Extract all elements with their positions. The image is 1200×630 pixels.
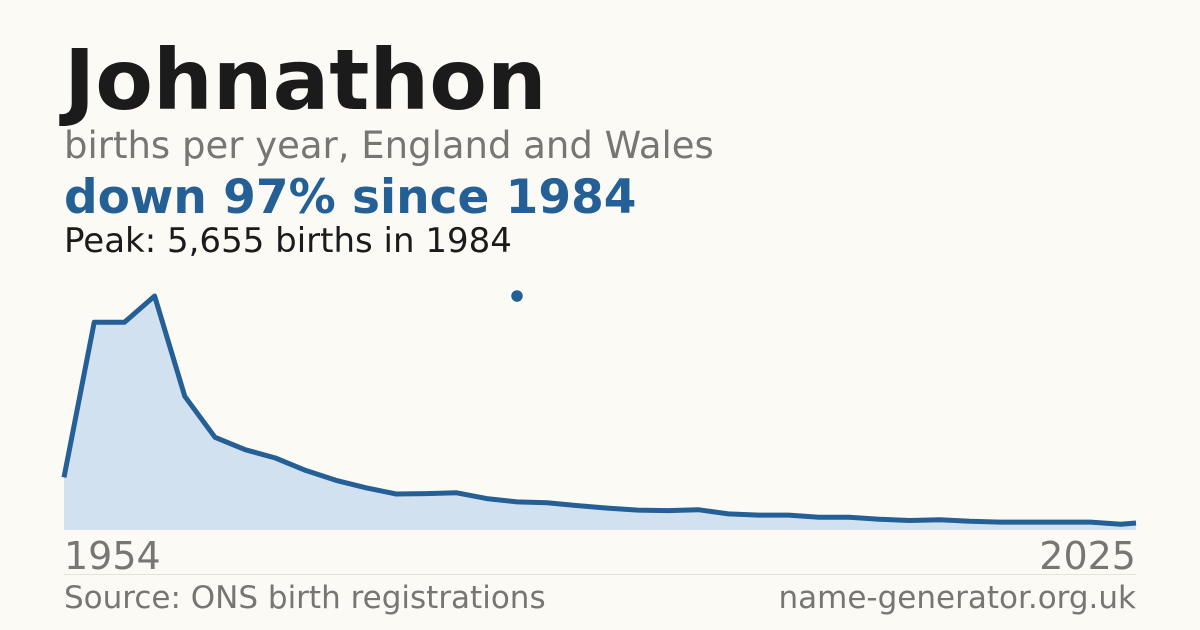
chart-subtitle: births per year, England and Wales xyxy=(64,124,714,167)
page-title: Johnathon xyxy=(64,31,547,129)
peak-marker xyxy=(508,287,526,305)
peak-summary: Peak: 5,655 births in 1984 xyxy=(64,221,512,261)
footer-divider xyxy=(64,574,1136,575)
series-line xyxy=(61,293,1137,527)
series-area xyxy=(64,296,1136,530)
site-link[interactable]: name-generator.org.uk xyxy=(778,580,1136,616)
x-axis-start-label: 1954 xyxy=(64,534,161,578)
x-axis-end-label: 2025 xyxy=(1039,534,1136,578)
source-credit: Source: ONS birth registrations xyxy=(64,580,546,616)
trend-headline: down 97% since 1984 xyxy=(64,170,637,225)
